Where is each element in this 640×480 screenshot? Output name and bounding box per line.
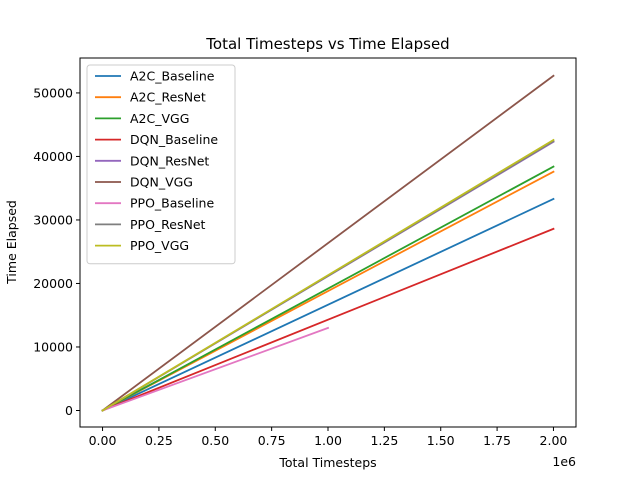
y-axis-label: Time Elapsed bbox=[4, 200, 19, 285]
series-line-a2c-baseline bbox=[101, 197, 555, 412]
y-tick-label: 20000 bbox=[33, 276, 73, 291]
legend-label: DQN_ResNet bbox=[130, 153, 209, 168]
x-axis-label: Total Timesteps bbox=[278, 455, 376, 470]
series-line-dqn-baseline bbox=[101, 227, 555, 412]
legend-label: PPO_ResNet bbox=[130, 217, 206, 232]
chart-title: Total Timesteps vs Time Elapsed bbox=[205, 35, 449, 53]
legend-label: A2C_VGG bbox=[130, 111, 189, 126]
y-tick-label: 30000 bbox=[33, 212, 73, 227]
x-tick-label: 2.00 bbox=[540, 433, 568, 448]
y-tick-label: 0 bbox=[65, 403, 73, 418]
legend-label: A2C_Baseline bbox=[130, 69, 215, 84]
legend: A2C_Baseline A2C_ResNet A2C_VGG DQN_Baselin… bbox=[86, 64, 236, 265]
x-tick-label: 0.75 bbox=[258, 433, 286, 448]
y-tick-label: 50000 bbox=[33, 85, 73, 100]
x-tick-label: 1.50 bbox=[427, 433, 455, 448]
x-axis-offset-label: 1e6 bbox=[552, 454, 576, 469]
y-axis-ticks: 0 10000 20000 30000 40000 50000 bbox=[33, 85, 80, 418]
x-tick-label: 1.75 bbox=[483, 433, 511, 448]
series-line-a2c-vgg bbox=[101, 165, 555, 412]
legend-label: PPO_Baseline bbox=[130, 196, 214, 211]
legend-label: PPO_VGG bbox=[130, 238, 189, 253]
y-tick-label: 40000 bbox=[33, 149, 73, 164]
x-tick-label: 1.00 bbox=[314, 433, 342, 448]
x-tick-label: 0.00 bbox=[89, 433, 117, 448]
legend-label: A2C_ResNet bbox=[130, 90, 206, 105]
series-line-ppo-vgg bbox=[101, 138, 555, 412]
x-axis-ticks: 0.00 0.25 0.50 0.75 1.00 1.25 1.50 1.75 2.00 bbox=[89, 427, 568, 448]
legend-label: DQN_Baseline bbox=[130, 132, 218, 147]
series-line-dqn-vgg bbox=[101, 74, 555, 412]
x-tick-label: 0.25 bbox=[145, 433, 173, 448]
legend-box bbox=[86, 64, 236, 265]
legend-label: DQN_VGG bbox=[130, 175, 193, 190]
series-layer bbox=[101, 74, 555, 412]
y-tick-label: 10000 bbox=[33, 339, 73, 354]
x-tick-label: 1.25 bbox=[370, 433, 398, 448]
series-line-ppo-baseline bbox=[101, 326, 330, 412]
x-tick-label: 0.50 bbox=[201, 433, 229, 448]
